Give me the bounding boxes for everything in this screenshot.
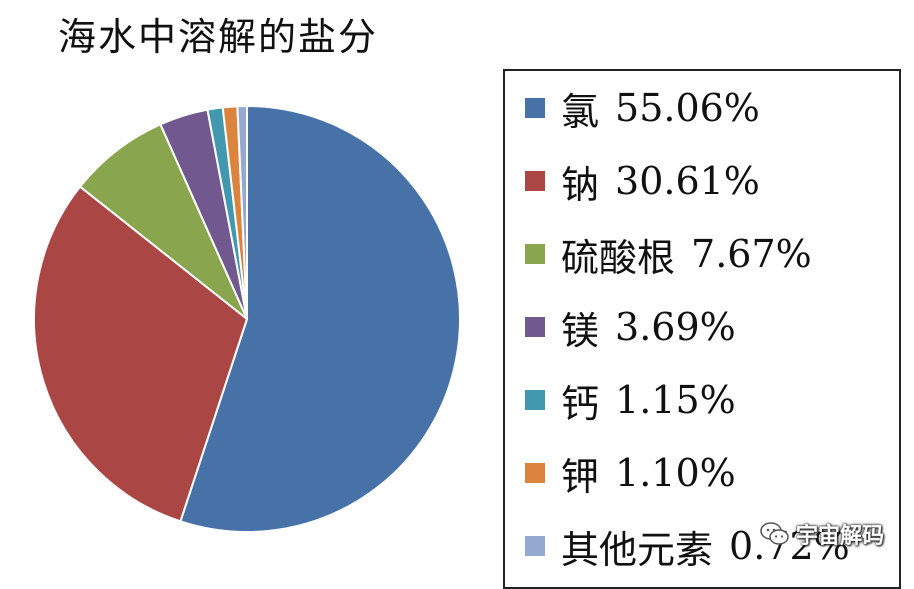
- legend-item: 氯 55.06%: [525, 83, 760, 134]
- legend-label: 硫酸根: [561, 235, 676, 280]
- legend-swatch: [525, 98, 545, 118]
- legend-label: 镁: [561, 308, 600, 353]
- watermark-text: 宇宙解码: [796, 524, 885, 549]
- legend-swatch: [525, 463, 545, 483]
- legend-value: 1.15%: [615, 378, 736, 422]
- legend-swatch: [525, 317, 545, 337]
- legend-item: 硫酸根 7.67%: [525, 229, 812, 280]
- pie-slice-0: [179, 104, 461, 533]
- legend-value: 3.69%: [615, 305, 736, 349]
- pie-slice-1: [33, 185, 249, 523]
- legend-swatch: [525, 536, 545, 556]
- pie-slices: [33, 104, 461, 533]
- legend: 氯 55.06% 钠 30.61% 硫酸根 7.67% 镁 3.69% 钙 1.15% 钾 1.10%…: [503, 69, 901, 589]
- legend-label: 钙: [561, 381, 600, 426]
- legend-value: 55.06%: [615, 86, 760, 130]
- legend-value: 0.72%: [729, 524, 850, 568]
- pie-slice-2: [78, 123, 248, 320]
- watermark: 宇宙解码: [760, 518, 884, 550]
- pie-slice-6: [236, 104, 248, 320]
- legend-label: 其他元素: [561, 527, 714, 572]
- legend-item: 钾 1.10%: [525, 448, 736, 499]
- legend-label: 钾: [561, 454, 600, 499]
- chart-title: 海水中溶解的盐分: [58, 15, 379, 59]
- legend-label: 钠: [561, 162, 600, 207]
- legend-item: 镁 3.69%: [525, 302, 736, 353]
- legend-label: 氯: [561, 89, 600, 134]
- legend-value: 1.10%: [615, 451, 736, 495]
- legend-item: 钠 30.61%: [525, 156, 760, 207]
- legend-swatch: [525, 390, 545, 410]
- legend-swatch: [525, 244, 545, 264]
- legend-item: 其他元素 0.72%: [525, 521, 850, 572]
- wechat-icon: [760, 522, 789, 545]
- legend-value: 7.67%: [691, 232, 812, 276]
- legend-value: 30.61%: [615, 159, 760, 203]
- legend-swatch: [525, 171, 545, 191]
- pie-chart: [33, 104, 461, 533]
- legend-item: 钙 1.15%: [525, 375, 736, 426]
